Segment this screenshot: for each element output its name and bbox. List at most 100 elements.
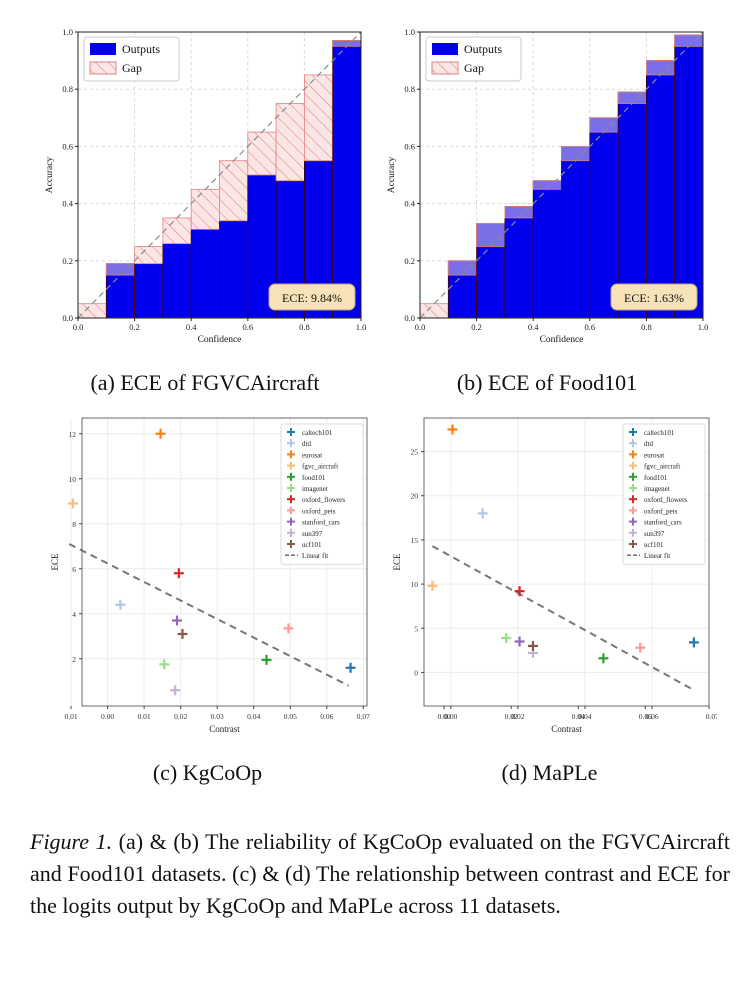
gap-bar	[532, 180, 562, 190]
y-tick-label: 0.4	[404, 199, 415, 209]
output-bar	[190, 228, 220, 319]
legend-label-sun397: sun397	[302, 530, 323, 538]
gap-bar	[476, 223, 506, 247]
y-tick-label: 0.2	[62, 256, 73, 266]
point-eurosat	[155, 428, 166, 439]
ece-badge	[610, 283, 698, 311]
calibration-diagonal	[77, 31, 362, 319]
y-tick-label: 15	[411, 536, 419, 545]
y-axis-label: Accuracy	[387, 157, 397, 194]
gap-bar	[561, 146, 591, 162]
x-tick-label: 0.06	[320, 712, 333, 721]
x-tick-label: 0.2	[129, 322, 140, 332]
gap-bar	[589, 117, 619, 133]
x-tick-label: 0.01	[138, 712, 151, 721]
output-bar	[162, 243, 192, 319]
y-axis-label: ECE	[50, 553, 60, 571]
figure-caption-text: (a) & (b) The reliability of KgCoOp eval…	[30, 829, 730, 918]
legend-label-caltech101: caltech101	[302, 429, 333, 437]
y-tick-label: 0.2	[404, 256, 415, 266]
ece-value: ECE: 9.84%	[282, 291, 342, 305]
legend-label-stanford-cars: stanford_cars	[644, 519, 682, 527]
legend-label-dtd: dtd	[644, 440, 653, 448]
x-tick-label: 0.00	[444, 712, 457, 721]
legend-swatch-outputs	[90, 43, 116, 55]
x-tick-label: 1.0	[356, 322, 367, 332]
legend-label-caltech101: caltech101	[644, 429, 675, 437]
calibration-diagonal	[419, 31, 704, 319]
legend-label-gap: Gap	[122, 61, 142, 75]
x-tick-label: 0.02	[505, 712, 518, 721]
point-oxford-flowers	[173, 568, 184, 579]
legend-swatch-gap	[431, 61, 459, 75]
point-imagenet	[501, 632, 512, 643]
point-fgvc-aircraft	[427, 580, 438, 591]
y-tick-label: 10	[69, 475, 77, 484]
output-bar	[134, 263, 164, 319]
gap-bar	[247, 131, 277, 176]
subcaption-d: (d) MaPLe	[501, 760, 598, 785]
legend: Outputs Gap	[425, 36, 522, 82]
gap-bar	[134, 246, 164, 265]
x-axis-label: Contrast	[551, 724, 582, 734]
output-bar	[532, 180, 562, 319]
legend-label-oxford-flowers: oxford_flowers	[644, 496, 687, 504]
y-tick-label: 0.6	[404, 141, 415, 151]
y-tick-label: 6	[72, 565, 76, 574]
gap-bar	[645, 60, 676, 76]
x-tick-label: 0.6	[584, 322, 595, 332]
y-tick-label: 8	[72, 520, 76, 529]
legend: Outputs Gap	[83, 36, 180, 82]
scatter-chart-kgcoop: 0.01 0.00 0.01 0.02 0.03 0.04 0.05 0.06 0.07 2 4 6 8…	[50, 417, 370, 734]
reliability-chart-food101: 0.0 0.2 0.4 0.6 0.8 1.0 0.0 0.2 0.4 0.6 0.8 1.0 Conf…	[387, 27, 708, 345]
x-tick-label: 0.04	[572, 712, 585, 721]
legend-label-outputs: Outputs	[122, 42, 160, 56]
legend-label-imagenet: imagenet	[302, 485, 328, 493]
gap-bar	[674, 34, 704, 47]
x-tick-label: 0.01	[64, 712, 77, 721]
y-tick-label: 0	[414, 668, 418, 677]
legend-label-eurosat: eurosat	[302, 451, 322, 459]
legend-label-oxford-flowers: oxford_flowers	[302, 496, 345, 504]
point-caltech101	[688, 637, 699, 648]
legend-box	[280, 423, 364, 565]
linear-fit-line	[431, 545, 695, 691]
figure-label: Figure 1.	[30, 829, 113, 854]
legend-label-outputs: Outputs	[464, 42, 502, 56]
x-tick-label: 0.6	[242, 322, 253, 332]
point-oxford-pets	[283, 623, 294, 634]
x-tick-label: 0.0	[415, 322, 426, 332]
x-tick-label: 0.03	[211, 712, 224, 721]
legend-box	[622, 423, 706, 565]
gap-bar	[275, 103, 305, 182]
gap-bar	[419, 303, 449, 319]
legend-label-oxford-pets: oxford_pets	[644, 507, 678, 515]
y-tick-label: 0.8	[404, 84, 415, 94]
y-tick-label: 0.6	[62, 141, 73, 151]
output-bar	[617, 91, 647, 319]
legend-label-food101: food101	[302, 474, 326, 482]
scatter-chart-maple: 0.00 0.02 0.04 0.06 0.00 0.02 0.04 0.06 0.07 0 5 10…	[392, 417, 717, 734]
subcaption-b: (b) ECE of Food101	[456, 370, 638, 395]
legend-label-eurosat: eurosat	[644, 451, 664, 459]
gap-bar	[303, 74, 334, 162]
x-tick-label: 0.07	[357, 712, 370, 721]
plot-frame	[77, 31, 362, 319]
y-tick-label: 1.0	[404, 27, 415, 37]
point-stanford-cars	[172, 615, 182, 626]
ece-badge	[268, 283, 356, 311]
reliability-chart-fgvc-aircraft: 0.0 0.2 0.4 0.6 0.8 1.0 0.0 0.2 0.4 0.6 0.8 1.0 Conf…	[45, 27, 367, 345]
legend-swatch-outputs	[432, 43, 458, 55]
legend-swatch-gap	[89, 61, 117, 75]
plot-frame	[81, 417, 368, 707]
legend-label-linear-fit: Linear fit	[302, 552, 328, 560]
subcaption-a: (a) ECE of FGVCAircraft	[90, 370, 320, 395]
y-axis-label: ECE	[392, 553, 402, 571]
y-tick-label: 0.4	[62, 199, 73, 209]
x-axis-label: Contrast	[209, 724, 240, 734]
point-dtd	[477, 508, 488, 519]
legend-label-stanford-cars: stanford_cars	[302, 519, 340, 527]
legend-label-imagenet: imagenet	[644, 485, 670, 493]
legend: caltech101 dtd eurosat fgvc_aircraft food101…	[280, 423, 364, 565]
figure-caption: Figure 1. (a) & (b) The reliability of K…	[30, 826, 730, 922]
